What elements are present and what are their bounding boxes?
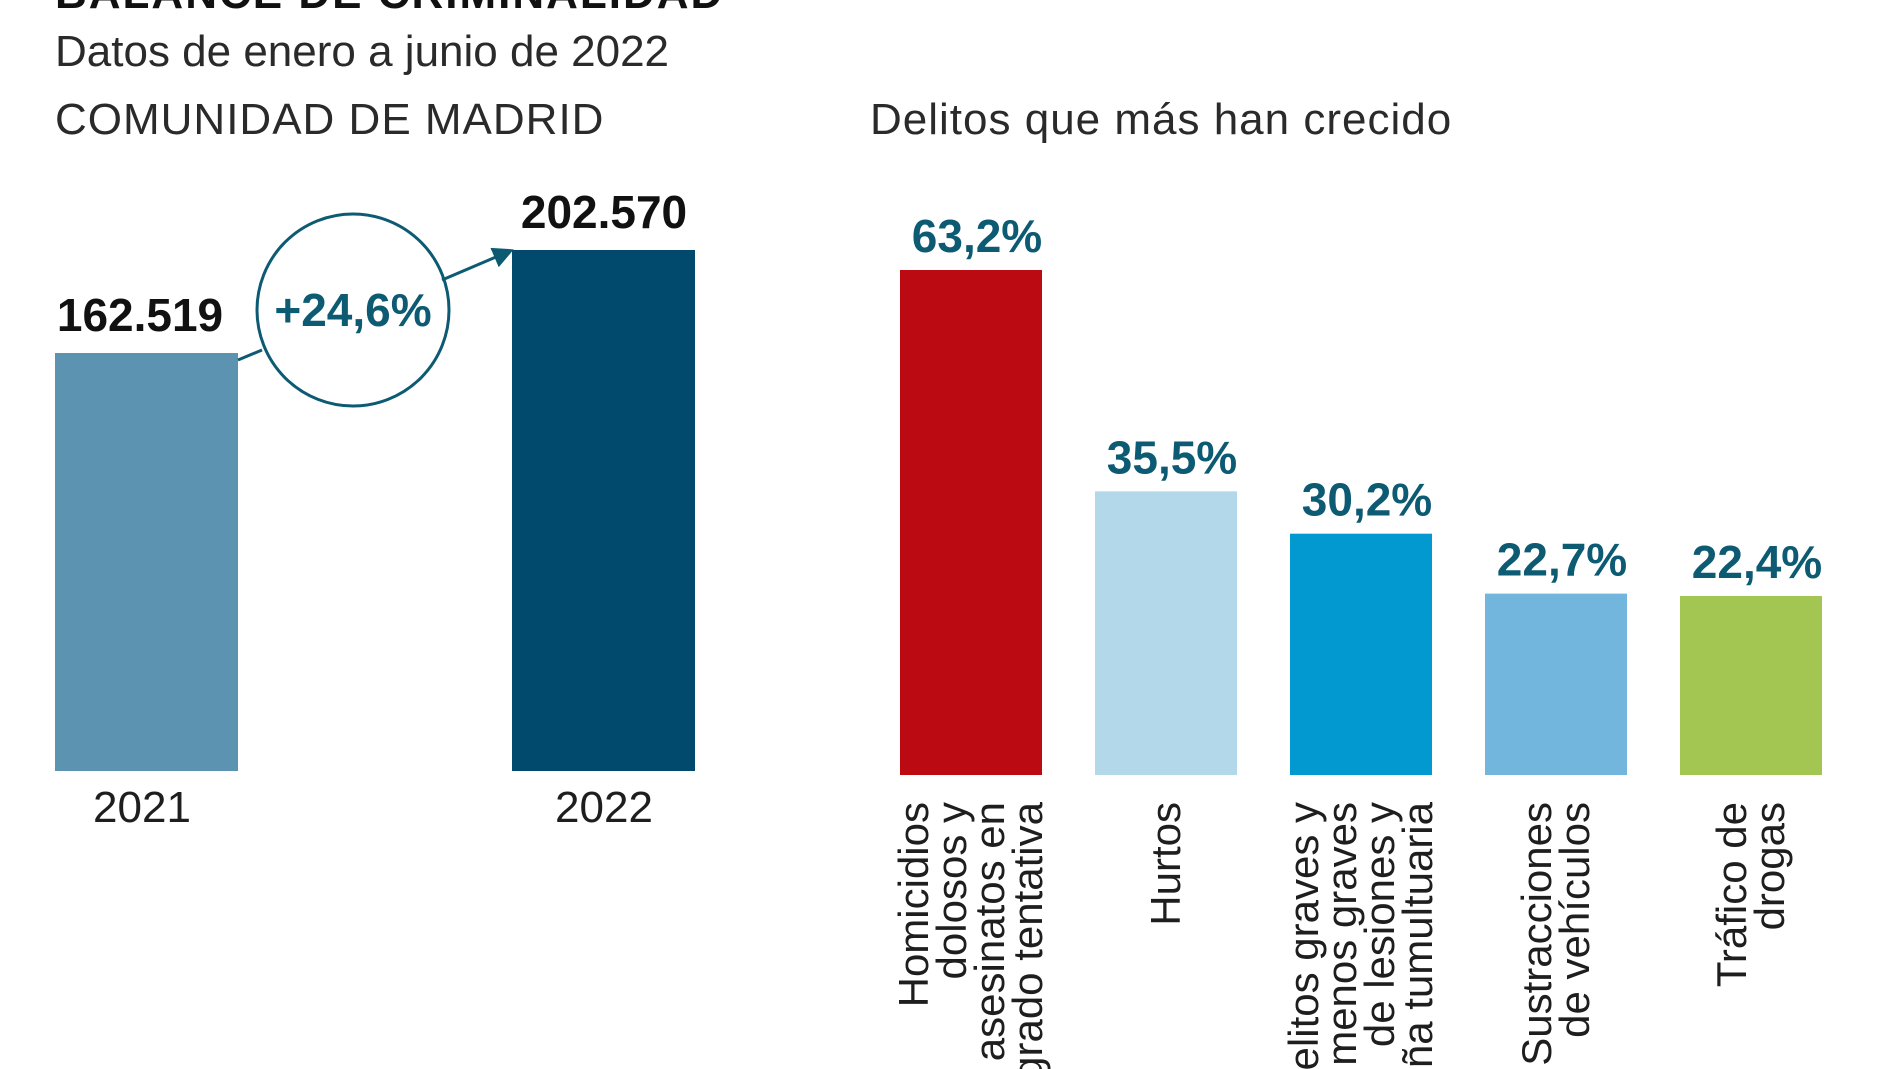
data-label-homicidios: 63,2% — [912, 210, 1042, 262]
category-label-line: menos graves — [1318, 802, 1365, 1066]
data-label-lesiones: 30,2% — [1302, 474, 1432, 526]
bar-homicidios — [900, 270, 1042, 775]
bar-trafico — [1680, 596, 1822, 775]
bar-2021 — [55, 353, 238, 771]
chart-subtitle: Datos de enero a junio de 2022 — [55, 27, 669, 76]
change-circle — [255, 212, 451, 408]
arrow-icon — [441, 247, 514, 282]
bar-lesiones — [1290, 533, 1432, 775]
category-label-line: Homicidios — [890, 802, 937, 1007]
category-label-line: grado tentativa — [1004, 801, 1051, 1069]
bar-sustracciones — [1485, 593, 1627, 775]
category-label-line: riña tumultuaria — [1394, 801, 1441, 1069]
category-label-line: Tráfico de — [1708, 802, 1755, 987]
category-label-line: Sustracciones — [1513, 802, 1560, 1066]
bar-2022 — [512, 250, 695, 771]
category-label-line: Delitos graves y — [1280, 802, 1327, 1069]
tick-label-2022: 2022 — [555, 783, 653, 832]
data-label-hurtos: 35,5% — [1107, 431, 1237, 483]
left-panel-heading: COMUNIDAD DE MADRID — [55, 95, 604, 144]
category-label-hurtos: Hurtos — [1142, 802, 1189, 926]
category-label-line: dolosos y — [928, 802, 975, 979]
value-label-2022: 202.570 — [521, 186, 687, 238]
right-panel-heading: Delitos que más han crecido — [870, 95, 1452, 144]
tick-label-2021: 2021 — [93, 783, 191, 832]
change-connector — [237, 348, 263, 362]
total-crimes-chart: 162.519 202.570 2021 2022 +24,6% — [55, 186, 695, 832]
category-label-line: de vehículos — [1551, 802, 1598, 1038]
value-label-2021: 162.519 — [57, 289, 223, 341]
category-label-line: Hurtos — [1142, 802, 1189, 926]
change-percentage: +24,6% — [274, 284, 431, 336]
data-label-trafico: 22,4% — [1692, 536, 1822, 588]
data-label-sustracciones: 22,7% — [1497, 534, 1627, 586]
category-label-line: asesinatos en — [966, 802, 1013, 1061]
bar-hurtos — [1095, 491, 1237, 775]
category-label-line: de lesiones y — [1356, 802, 1403, 1047]
chart-title: BALANCE DE CRIMINALIDAD — [55, 0, 724, 18]
category-label-line: drogas — [1746, 802, 1793, 930]
